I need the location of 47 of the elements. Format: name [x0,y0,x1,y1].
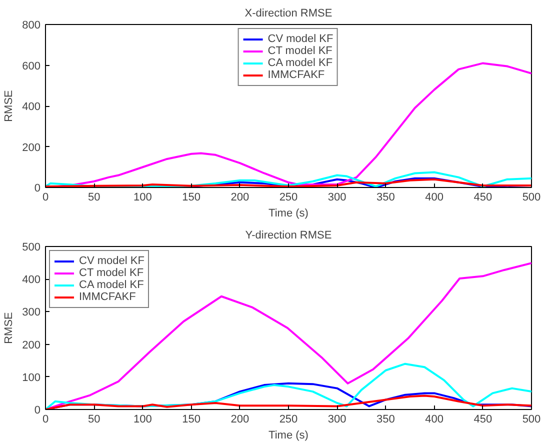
y-axis-title: RMSE [3,312,16,344]
x-tick-label: 250 [279,414,298,426]
y-tick-label: 0 [34,182,41,194]
x-tick-label: 0 [42,414,49,426]
chart-title: Y-direction RMSE [245,230,332,242]
x-tick-label: 0 [42,192,49,204]
legend-label: CV model KF [79,255,144,267]
x-tick-label: 300 [328,192,346,204]
x-tick-label: 450 [474,192,492,204]
x-tick-label: 50 [88,192,100,204]
y-tick-label: 300 [22,306,41,319]
x-tick-label: 100 [134,414,152,426]
legend-label: CA model KF [268,57,333,69]
legend-label: IMMCFAKF [268,69,325,81]
y-tick-label: 100 [22,372,41,384]
x-tick-label: 500 [522,414,541,426]
x-tick-label: 200 [230,414,250,426]
y-axis-title: RMSE [3,90,16,122]
legend-label: CA model KF [79,279,144,291]
y-tick-label: 400 [22,101,41,113]
x-tick-label: 250 [279,192,298,204]
x-tick-label: 400 [425,414,444,426]
x-tick-label: 150 [182,414,200,426]
x-tick-label: 400 [425,192,444,204]
x-tick-label: 300 [328,414,346,426]
x-tick-label: 50 [88,414,100,426]
y-tick-label: 600 [22,60,41,72]
legend-label: CT model KF [268,45,332,57]
x-tick-label: 350 [376,192,395,204]
chart-title: X-direction RMSE [244,8,332,20]
legend-label: CT model KF [79,267,144,279]
y-tick-label: 500 [22,242,41,254]
y-tick-label: 800 [22,20,41,32]
x-tick-label: 100 [134,192,152,204]
y-tick-label: 200 [22,339,41,352]
x-tick-label: 350 [376,414,395,426]
legend-label: IMMCFAKF [79,291,136,303]
x-tick-label: 450 [474,414,492,426]
x-tick-label: 150 [182,192,200,204]
x-axis-title: Time (s) [268,208,308,220]
legend-label: CV model KF [268,33,334,45]
x-tick-label: 200 [230,192,250,204]
y-tick-label: 400 [22,274,41,286]
y-tick-label: 200 [22,142,41,154]
x-axis-title: Time (s) [268,430,308,442]
x-tick-label: 500 [522,192,541,204]
y-tick-label: 0 [34,404,41,416]
